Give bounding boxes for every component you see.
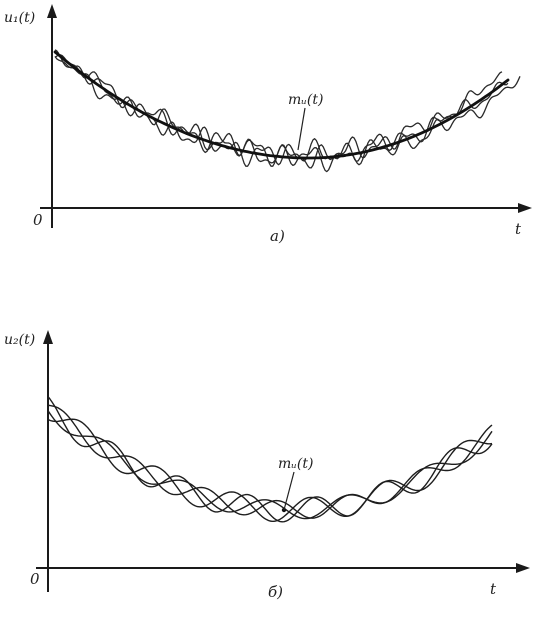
- panel-b-x-arrow-icon: [516, 563, 530, 573]
- panel-a-mean-label: mᵤ(t): [288, 92, 323, 108]
- panel-b-caption: б): [268, 583, 283, 601]
- panel-a-x-arrow-icon: [518, 203, 532, 213]
- panel-a-mean-leader: [297, 107, 306, 151]
- panel-b-y-label: u₂(t): [4, 332, 35, 348]
- panel-a: u₁(t) 0 t mᵤ(t) а): [4, 4, 532, 245]
- panel-b-y-arrow-icon: [43, 330, 53, 344]
- panel-a-y-arrow-icon: [47, 4, 57, 18]
- panel-b-mean-label: mᵤ(t): [278, 456, 313, 472]
- panel-b-realization-4: [47, 396, 493, 523]
- panel-b-realization-1: [47, 410, 493, 520]
- panel-a-mean-curve: [53, 50, 510, 160]
- panel-a-x-label: t: [515, 220, 522, 238]
- panel-b-realization-3: [47, 404, 493, 519]
- panel-b-realizations: [47, 396, 493, 523]
- panel-b-mean-leader: [283, 471, 295, 511]
- panel-a-y-label: u₁(t): [4, 10, 35, 26]
- panel-b: u₂(t) 0 t mᵤ(t) б): [4, 330, 530, 601]
- panel-b-realization-2: [47, 418, 493, 522]
- panel-a-origin-label: 0: [33, 211, 43, 229]
- panel-a-caption: а): [270, 227, 285, 245]
- panel-b-x-label: t: [490, 580, 497, 598]
- panel-a-realization-2: [54, 54, 521, 173]
- panel-a-realizations: [54, 49, 521, 173]
- panel-a-realization-1: [54, 56, 509, 167]
- panel-b-origin-label: 0: [30, 570, 40, 588]
